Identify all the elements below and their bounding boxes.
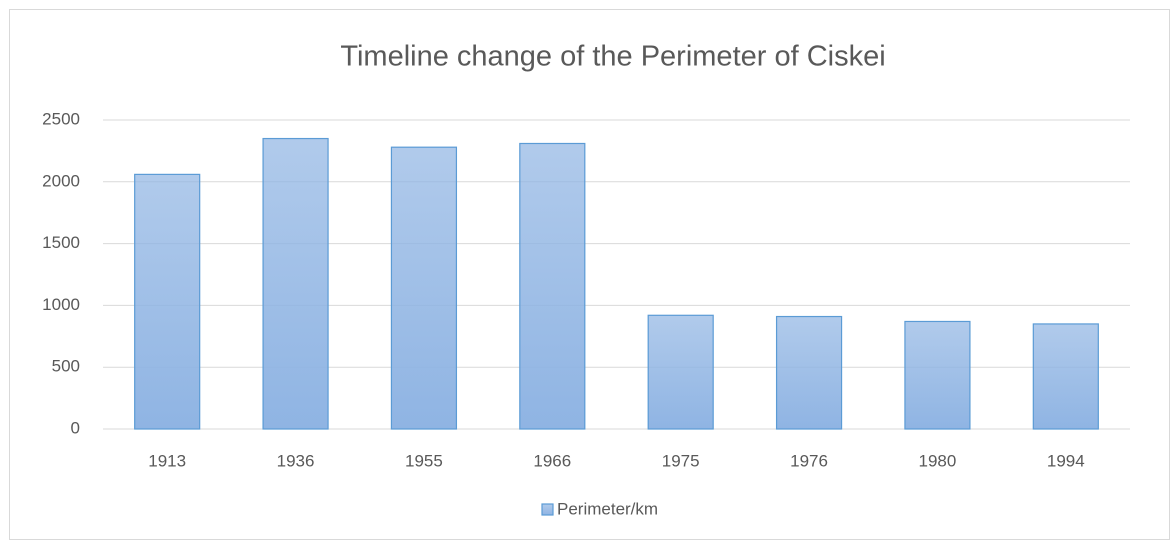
bar: [134, 173, 201, 430]
bar: [262, 137, 329, 430]
x-tick-label: 1976: [790, 451, 828, 470]
chart-title: Timeline change of the Perimeter of Cisk…: [340, 41, 885, 73]
x-tick-label: 1994: [1047, 451, 1085, 470]
y-tick-label: 0: [71, 418, 80, 437]
y-tick-label: 2500: [42, 109, 80, 128]
y-tick-label: 1500: [42, 233, 80, 252]
bar: [904, 320, 971, 430]
legend-key: [541, 503, 554, 516]
bar: [1032, 323, 1099, 430]
bar: [519, 142, 586, 430]
x-tick-label: 1955: [405, 451, 443, 470]
y-tick-label: 1000: [42, 295, 80, 314]
x-tick-label: 1980: [919, 451, 957, 470]
legend-label: Perimeter/km: [557, 499, 658, 518]
bar: [775, 315, 843, 430]
y-tick-label: 500: [52, 357, 80, 376]
bar: [647, 314, 714, 430]
x-tick-label: 1975: [662, 451, 700, 470]
y-tick-label: 2000: [42, 171, 80, 190]
x-tick-label: 1936: [277, 451, 315, 470]
x-tick-label: 1966: [533, 451, 571, 470]
x-tick-label: 1913: [148, 451, 186, 470]
bar: [390, 146, 458, 430]
chart-border: [9, 9, 1170, 540]
